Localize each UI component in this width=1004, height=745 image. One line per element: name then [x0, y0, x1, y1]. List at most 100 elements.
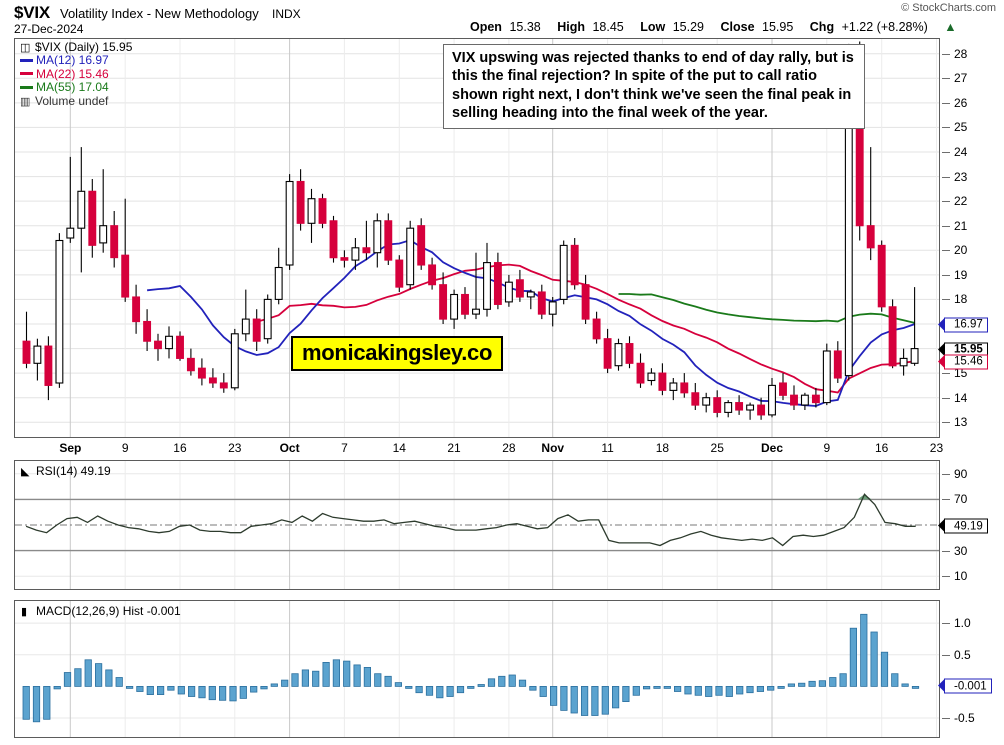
price-axis-tick-label: 22 [954, 194, 968, 209]
date-axis-tick-label: 14 [392, 441, 406, 455]
rsi-axis-tick-label: 30 [954, 543, 968, 558]
legend-ma12: MA(12) 16.97 [20, 54, 132, 67]
symbol-ticker: $VIX [14, 3, 51, 22]
price-axis-tick [942, 176, 950, 178]
high-label: High [557, 20, 585, 34]
date-axis-tick-label: 7 [341, 441, 348, 455]
close-value: 15.95 [762, 20, 794, 34]
change-up-arrow-icon: ▲ [944, 20, 957, 34]
price-value-flag: 15.46 [938, 354, 988, 370]
date-axis-tick-label: 21 [447, 441, 461, 455]
price-axis-tick-label: 26 [954, 95, 968, 110]
date-axis-tick-label: 23 [929, 441, 944, 455]
rsi-axis-tick [942, 499, 950, 501]
macd-plot-area[interactable] [15, 601, 939, 737]
legend-ma55: MA(55) 17.04 [20, 80, 132, 94]
ohlc-quote-bar: Open 15.38 High 18.45 Low 15.29 Close 15… [470, 20, 990, 36]
date-axis-tick-label: Oct [279, 441, 300, 455]
price-value-flag: 16.97 [938, 317, 988, 333]
price-y-axis: 1314151617181920212223242526272816.9715.… [938, 38, 1004, 438]
price-axis-tick [942, 397, 950, 399]
date-axis-tick-label: Dec [761, 441, 784, 455]
date-axis-tick-label: 16 [874, 441, 889, 455]
close-label: Close [720, 20, 755, 34]
date-axis-tick-label: 11 [601, 441, 614, 455]
change-value: +1.22 (+8.28%) [841, 20, 928, 34]
low-label: Low [640, 20, 666, 34]
open-label: Open [470, 20, 502, 34]
low-value: 15.29 [672, 20, 704, 34]
date-axis-tick-label: 25 [710, 441, 724, 455]
candlestick-icon: ◫ [20, 42, 31, 54]
rsi-indicator-icon: ◣ [21, 466, 30, 478]
rsi-axis-tick-label: 10 [954, 569, 968, 584]
rsi-plot-area[interactable] [15, 461, 939, 589]
macd-axis-tick-label: -0.5 [954, 711, 975, 726]
macd-value-flag: -0.001 [938, 678, 992, 694]
ma55-color-swatch-icon [20, 85, 33, 89]
ma12-color-swatch-icon [20, 58, 33, 62]
price-axis-tick-label: 23 [954, 169, 968, 184]
rsi-axis-tick-label: 70 [954, 492, 968, 507]
price-axis-tick [942, 127, 950, 129]
macd-histogram-icon: ▮ [21, 606, 28, 618]
date-axis-tick-label: 16 [173, 441, 187, 455]
price-axis-tick-label: 24 [954, 145, 968, 159]
price-axis-tick-label: 20 [954, 243, 968, 258]
price-axis-tick-label: 28 [954, 46, 968, 61]
date-axis-tick-label: 23 [228, 441, 242, 455]
macd-axis-tick-label: 1.0 [954, 616, 971, 631]
price-axis-tick [942, 78, 950, 80]
change-label: Chg [809, 20, 835, 34]
chart-annotation-textbox: VIX upswing was rejected thanks to end o… [443, 44, 865, 129]
price-axis-tick [942, 373, 950, 375]
price-axis-tick-label: 27 [954, 71, 968, 86]
price-axis-tick-label: 18 [954, 292, 968, 307]
legend-ma22: MA(22) 15.46 [20, 67, 132, 81]
macd-axis-tick-label: 0.5 [954, 647, 971, 662]
exchange-label: INDX [272, 7, 301, 21]
legend-volume: ▥ Volume undef [20, 93, 109, 108]
price-axis-tick-label: 19 [954, 267, 968, 282]
rsi-axis-tick-label: 90 [954, 466, 968, 481]
macd-axis-tick [942, 654, 950, 656]
date-axis-tick-label: 18 [655, 441, 670, 455]
date-x-axis: Sep 9 16 23 Oct 7 14 21 28 Nov 11 18 25 Dec 9 16 23 [14, 441, 944, 459]
date-axis-tick-label: 9 [823, 441, 831, 455]
rsi-axis-tick [942, 550, 950, 552]
rsi-axis-tick [942, 576, 950, 578]
price-plot-area[interactable] [15, 39, 939, 437]
price-axis-tick [942, 201, 950, 203]
price-legend: ◫ $VIX (Daily) 15.95 MA(12) 16.97 MA(22) … [20, 40, 132, 108]
volume-bars-icon: ▥ [20, 95, 31, 108]
index-name: Volatility Index - New Methodology [60, 6, 259, 21]
price-axis-tick [942, 102, 950, 104]
rsi-y-axis: 10 30 70 90 49.19 [938, 460, 1004, 590]
price-axis-tick [942, 299, 950, 301]
price-axis-tick-label: 13 [954, 415, 968, 430]
price-axis-tick [942, 274, 950, 276]
price-axis-tick-label: 21 [954, 218, 968, 233]
price-axis-tick [942, 53, 950, 55]
date-axis-tick-label: 28 [502, 441, 516, 455]
watermark-label: monicakingsley.co [291, 336, 504, 371]
price-axis-tick [942, 225, 950, 227]
rsi-axis-tick [942, 473, 950, 475]
date-axis-tick-label: Nov [541, 441, 565, 455]
open-value: 15.38 [509, 20, 541, 34]
price-axis-tick-label: 14 [954, 390, 968, 405]
rsi-value-flag: 49.19 [938, 518, 988, 534]
macd-chart-panel[interactable]: ▮ MACD(12,26,9) Hist -0.001 [14, 600, 940, 738]
stockcharts-credit: © StockCharts.com [901, 2, 996, 14]
date-axis-tick-label: Sep [59, 441, 82, 455]
date-axis-tick-label: 9 [121, 441, 129, 455]
price-axis-tick [942, 422, 950, 424]
high-value: 18.45 [592, 20, 624, 34]
price-axis-tick-label: 15 [954, 366, 968, 381]
price-axis-tick-label: 25 [954, 120, 968, 135]
macd-y-axis: -0.5 0.5 1.0 -0.001 [938, 600, 1004, 738]
price-axis-tick [942, 152, 950, 153]
ma22-color-swatch-icon [20, 72, 33, 76]
rsi-chart-panel[interactable]: ◣ RSI(14) 49.19 [14, 460, 940, 590]
